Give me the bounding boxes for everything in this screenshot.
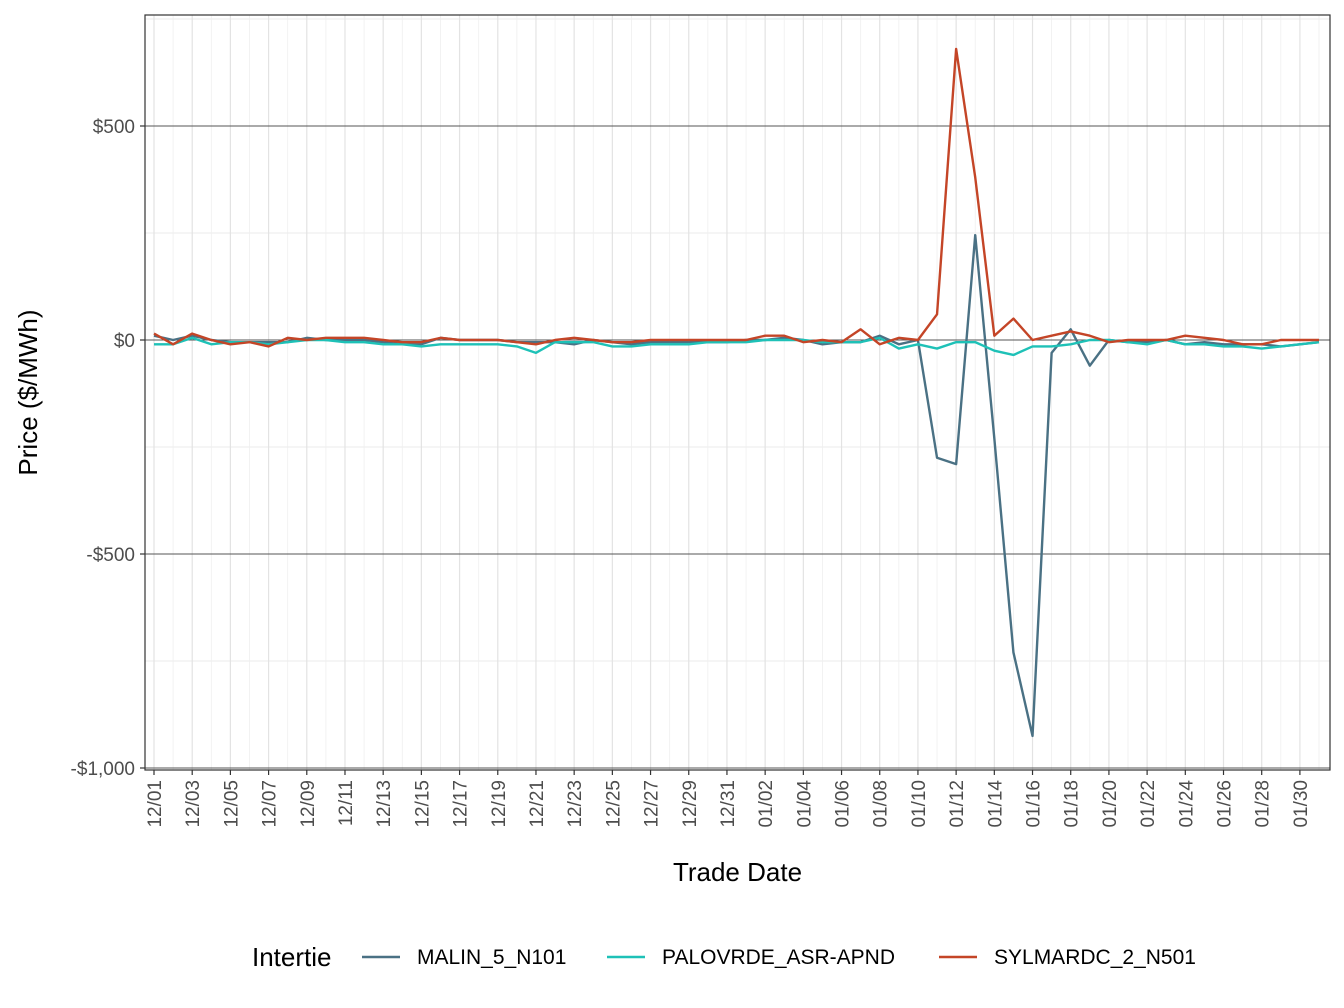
x-tick-label: 12/31 <box>718 780 739 828</box>
x-tick-label: 01/28 <box>1253 780 1274 828</box>
x-tick-label: 12/21 <box>527 780 548 828</box>
plot-panel-border <box>144 14 1331 771</box>
y-tick-label: $0 <box>114 331 135 352</box>
x-tick-label: 12/19 <box>489 780 510 828</box>
major-gridlines-y <box>145 125 1330 769</box>
x-tick-label: 01/10 <box>909 780 930 828</box>
x-tick-label: 01/02 <box>756 780 777 828</box>
x-tick-label: 12/27 <box>642 780 663 828</box>
x-tick-label: 01/30 <box>1291 780 1312 828</box>
x-tick-label: 12/11 <box>336 780 357 826</box>
legend: Intertie MALIN_5_N101 PALOVRDE_ASR-APND SY… <box>252 942 1196 972</box>
x-tick-label: 01/04 <box>794 780 815 828</box>
minor-gridlines-x <box>172 15 1320 770</box>
x-tick-label: 12/15 <box>412 780 433 828</box>
x-tick-label: 01/06 <box>833 780 854 828</box>
x-tick-label: 01/20 <box>1100 780 1121 828</box>
legend-label: PALOVRDE_ASR-APND <box>662 946 895 969</box>
x-tick-label: 12/09 <box>298 780 319 828</box>
x-axis: 12/01 12/03 12/05 12/07 12/09 12/11 12/13 12/15… <box>145 770 1312 828</box>
x-tick-label: 12/29 <box>680 780 701 828</box>
x-tick-label: 12/05 <box>221 780 242 828</box>
y-tick-label: $500 <box>93 117 135 138</box>
x-tick-label: 12/01 <box>145 780 166 828</box>
major-gridlines-x <box>153 15 1301 770</box>
x-tick-label: 12/17 <box>451 780 472 828</box>
x-tick-label: 12/03 <box>183 780 204 828</box>
minor-gridlines-y <box>145 18 1330 662</box>
x-tick-label: 01/12 <box>947 780 968 828</box>
x-tick-label: 12/13 <box>374 780 395 828</box>
x-tick-label: 01/16 <box>1024 780 1045 828</box>
x-tick-label: 12/23 <box>565 780 586 828</box>
series-line-sylmardc-2-n501 <box>153 47 1319 348</box>
x-tick-label: 01/24 <box>1176 780 1197 828</box>
y-tick-label: -$500 <box>86 545 135 566</box>
y-axis-title: Price ($/MWh) <box>13 309 43 475</box>
x-tick-label: 01/22 <box>1138 780 1159 828</box>
x-tick-label: 01/14 <box>985 780 1006 828</box>
y-tick-label: -$1,000 <box>71 759 135 780</box>
x-axis-title: Trade Date <box>673 857 802 887</box>
y-axis: $500 $0 -$500 -$1,000 <box>71 117 145 780</box>
x-tick-label: 12/07 <box>260 780 281 828</box>
x-tick-label: 12/25 <box>603 780 624 828</box>
series-lines <box>153 47 1320 738</box>
legend-title: Intertie <box>252 942 332 972</box>
x-tick-label: 01/08 <box>871 780 892 828</box>
series-line-palovrde-asr-apnd <box>154 336 1320 357</box>
x-tick-label: 01/18 <box>1062 780 1083 828</box>
legend-label: MALIN_5_N101 <box>417 946 566 969</box>
x-tick-label: 01/26 <box>1215 780 1236 828</box>
legend-label: SYLMARDC_2_N501 <box>994 946 1196 969</box>
